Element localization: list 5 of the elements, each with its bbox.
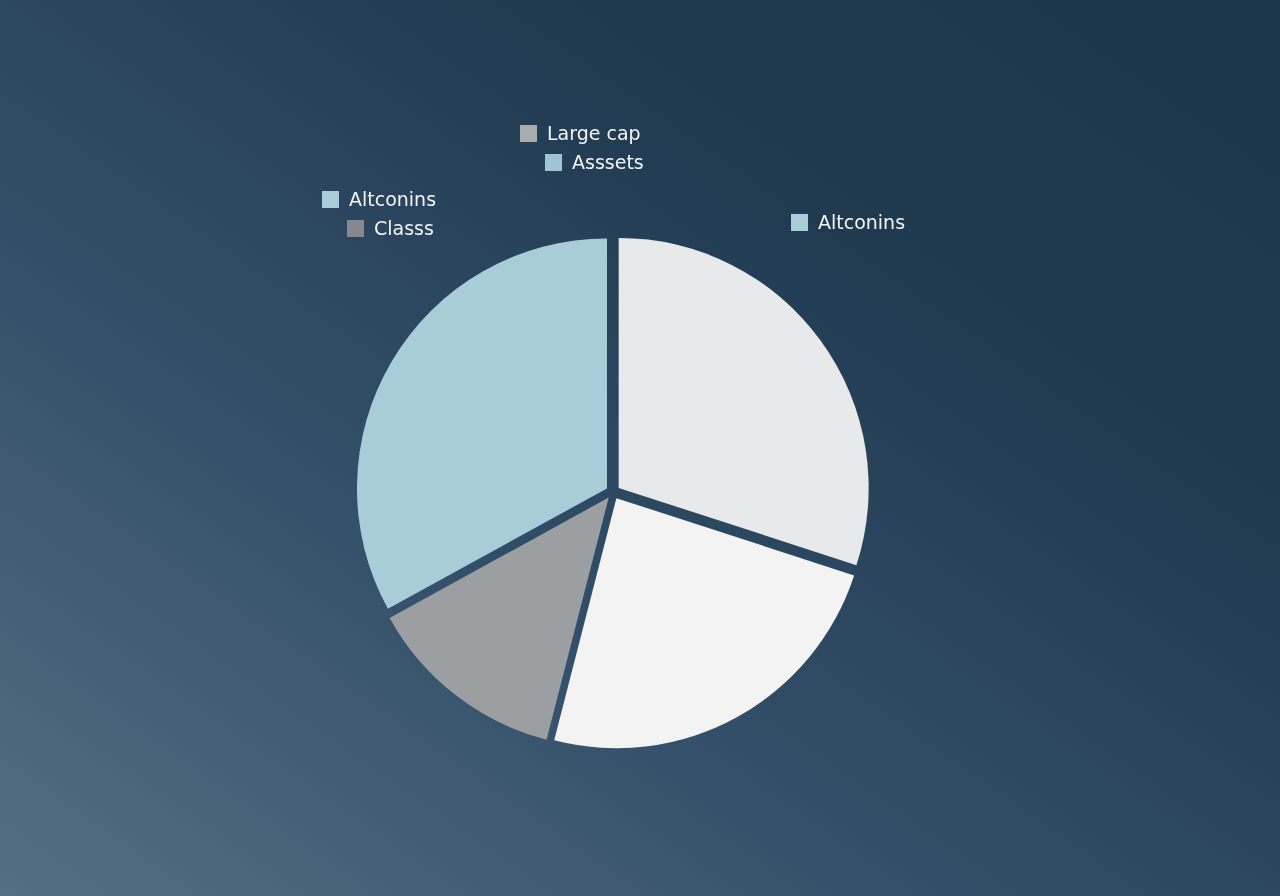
text: Large cap bbox=[547, 122, 641, 144]
text: Altconins bbox=[818, 211, 906, 233]
text: Classs bbox=[374, 217, 434, 239]
text: Altconins bbox=[349, 188, 437, 210]
text: Asssets bbox=[572, 151, 644, 173]
